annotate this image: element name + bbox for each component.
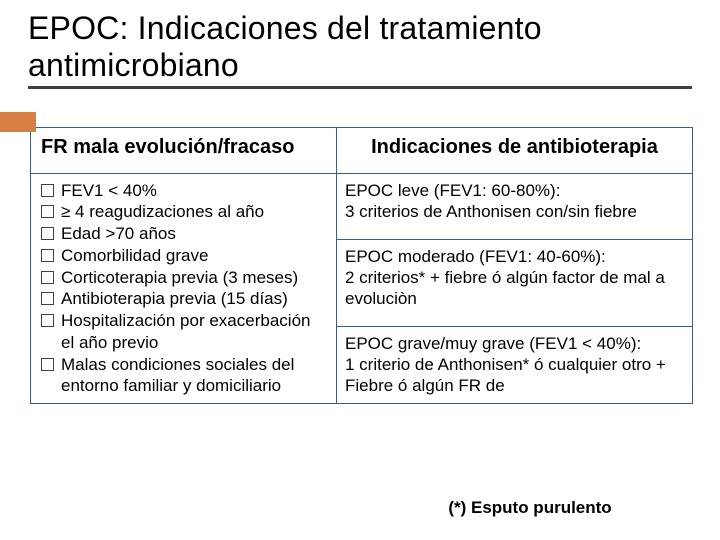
indication-severe: EPOC grave/muy grave (FEV1 < 40%): 1 cri… bbox=[345, 333, 684, 397]
title-underline bbox=[28, 86, 692, 89]
indication-moderate: EPOC moderado (FEV1: 40-60%): 2 criterio… bbox=[345, 246, 684, 310]
footnote: (*) Esputo purulento bbox=[380, 496, 680, 520]
list-item: Corticoterapia previa (3 meses) bbox=[41, 267, 328, 289]
list-item: Edad >70 años bbox=[41, 223, 328, 245]
list-item: Malas condiciones sociales del entorno f… bbox=[41, 354, 328, 398]
list-item: ≥ 4 reagudizaciones al año bbox=[41, 201, 328, 223]
list-item: FEV1 < 40% bbox=[41, 180, 328, 202]
indication-mild: EPOC leve (FEV1: 60-80%): 3 criterios de… bbox=[345, 180, 684, 223]
header-left: FR mala evolución/fracaso bbox=[31, 127, 337, 173]
indication-mild-cell: EPOC leve (FEV1: 60-80%): 3 criterios de… bbox=[337, 173, 693, 239]
indication-severe-cell: EPOC grave/muy grave (FEV1 < 40%): 1 cri… bbox=[337, 326, 693, 403]
list-item: Antibioterapia previa (15 días) bbox=[41, 288, 328, 310]
risk-factors-cell: FEV1 < 40% ≥ 4 reagudizaciones al año Ed… bbox=[31, 173, 337, 404]
header-right: Indicaciones de antibioterapia bbox=[337, 127, 693, 173]
indication-line: EPOC leve (FEV1: 60-80%): bbox=[345, 180, 684, 201]
risk-factors-list: FEV1 < 40% ≥ 4 reagudizaciones al año Ed… bbox=[39, 180, 328, 398]
list-item: Comorbilidad grave bbox=[41, 245, 328, 267]
content-table: FR mala evolución/fracaso Indicaciones d… bbox=[30, 127, 693, 405]
indication-line: 3 criterios de Anthonisen con/sin fiebre bbox=[345, 201, 684, 222]
accent-bar bbox=[0, 112, 36, 132]
list-item: Hospitalización por exacerbación el año … bbox=[41, 310, 328, 354]
slide-title: EPOC: Indicaciones del tratamiento antim… bbox=[28, 10, 692, 84]
indication-line: 1 criterio de Anthonisen* ó cualquier ot… bbox=[345, 354, 684, 397]
indication-line: 2 criterios* + fiebre ó algún factor de … bbox=[345, 267, 684, 310]
indication-line: EPOC moderado (FEV1: 40-60%): bbox=[345, 246, 684, 267]
indication-moderate-cell: EPOC moderado (FEV1: 40-60%): 2 criterio… bbox=[337, 239, 693, 326]
indication-line: EPOC grave/muy grave (FEV1 < 40%): bbox=[345, 333, 684, 354]
title-block: EPOC: Indicaciones del tratamiento antim… bbox=[0, 0, 720, 93]
